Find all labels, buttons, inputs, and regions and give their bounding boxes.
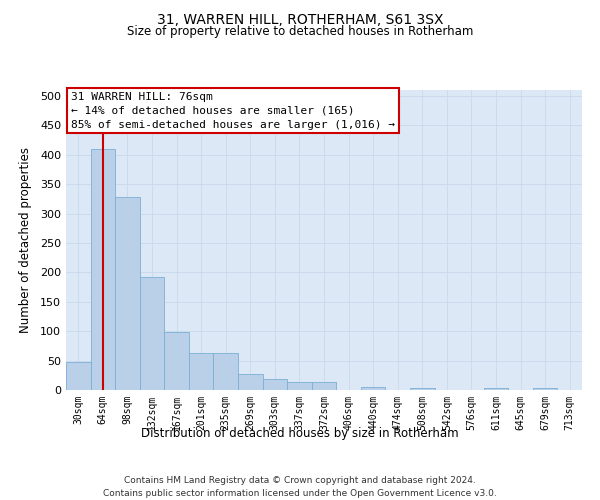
Bar — [287, 382, 312, 390]
Bar — [238, 374, 263, 390]
Text: 31, WARREN HILL, ROTHERHAM, S61 3SX: 31, WARREN HILL, ROTHERHAM, S61 3SX — [157, 12, 443, 26]
Bar — [533, 388, 557, 390]
Bar — [91, 149, 115, 390]
Bar — [484, 388, 508, 390]
Y-axis label: Number of detached properties: Number of detached properties — [19, 147, 32, 333]
Text: Contains public sector information licensed under the Open Government Licence v3: Contains public sector information licen… — [103, 489, 497, 498]
Bar — [312, 382, 336, 390]
Text: Size of property relative to detached houses in Rotherham: Size of property relative to detached ho… — [127, 25, 473, 38]
Bar — [140, 277, 164, 390]
Bar — [214, 353, 238, 390]
Bar — [263, 380, 287, 390]
Bar — [164, 332, 189, 390]
Bar — [361, 387, 385, 390]
Text: 31 WARREN HILL: 76sqm
← 14% of detached houses are smaller (165)
85% of semi-det: 31 WARREN HILL: 76sqm ← 14% of detached … — [71, 92, 395, 130]
Bar — [189, 353, 214, 390]
Bar — [66, 362, 91, 390]
Bar — [410, 388, 434, 390]
Text: Contains HM Land Registry data © Crown copyright and database right 2024.: Contains HM Land Registry data © Crown c… — [124, 476, 476, 485]
Text: Distribution of detached houses by size in Rotherham: Distribution of detached houses by size … — [141, 428, 459, 440]
Bar — [115, 197, 140, 390]
